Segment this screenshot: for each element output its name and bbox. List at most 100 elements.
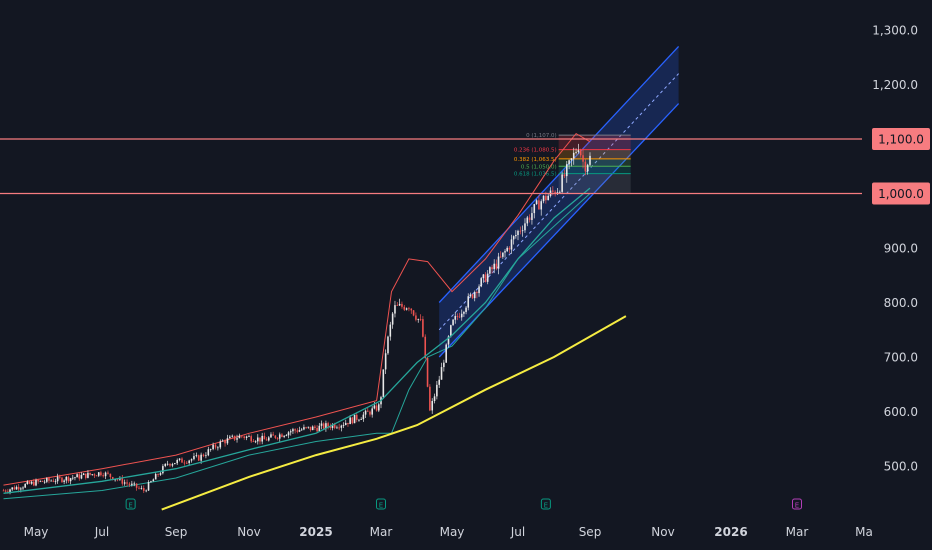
candle-body — [445, 344, 447, 363]
candle-body — [123, 482, 126, 484]
candle-body — [547, 195, 549, 201]
candle-body — [241, 435, 243, 437]
candle-body — [140, 488, 143, 489]
event-marker-letter: E — [544, 502, 548, 510]
candle-body — [37, 479, 39, 482]
candle-body — [128, 483, 131, 485]
earnings-event-marker[interactable]: E — [792, 498, 802, 510]
candle-body — [109, 473, 112, 478]
candle-body — [171, 464, 174, 466]
candle-body — [256, 437, 259, 442]
candle-body — [347, 422, 349, 425]
price-axis[interactable]: 1,300.0 1,200.0 900.0 800.0 700.0 600.0 500.0 — [872, 24, 918, 474]
candle-body — [396, 305, 399, 306]
candle-body — [133, 483, 136, 485]
event-marker-letter: E — [128, 502, 132, 510]
price-level-label[interactable]: 1,100.0 — [872, 128, 930, 150]
candle-body — [50, 480, 52, 482]
candle-body — [584, 161, 587, 172]
candle-body — [491, 267, 493, 270]
candle-body — [375, 405, 378, 411]
candle-body — [320, 423, 323, 426]
candle-body — [91, 474, 94, 476]
earnings-event-marker[interactable]: E — [540, 498, 551, 510]
candle-body — [570, 158, 573, 161]
fib-level-label: 0.618 (1,036.5) — [514, 172, 557, 178]
candle-body — [358, 419, 360, 421]
candle-body — [195, 455, 198, 457]
channel-upper-line — [438, 45, 680, 303]
candle-body — [417, 318, 420, 320]
price-level-text: 1,100.0 — [878, 133, 924, 147]
candle-body — [422, 319, 424, 337]
candle-body — [174, 463, 176, 465]
candle-body — [510, 239, 513, 250]
candle-body — [84, 473, 87, 478]
candle-body — [52, 480, 55, 482]
candle-body — [535, 200, 538, 205]
candle-body — [267, 437, 270, 441]
candle-body — [67, 476, 70, 482]
candle-body — [545, 195, 547, 201]
event-marker-box — [125, 498, 136, 510]
candle-body — [270, 434, 272, 438]
y-tick-label: 700.0 — [884, 351, 918, 365]
candle-body — [9, 489, 11, 492]
candle-body — [159, 473, 162, 475]
candle-body — [565, 164, 568, 177]
candle-body — [460, 313, 463, 318]
x-tick-label: Jul — [94, 525, 109, 539]
candle-body — [384, 353, 387, 370]
candle-body — [305, 427, 307, 428]
candle-body — [412, 310, 415, 316]
candle-body — [452, 319, 454, 326]
candle-body — [447, 336, 450, 345]
candle-body — [469, 294, 472, 297]
candle-body — [542, 195, 545, 202]
candle-body — [589, 155, 591, 165]
candle-body — [111, 477, 114, 480]
earnings-event-marker[interactable]: E — [125, 498, 136, 510]
y-tick-label: 600.0 — [884, 405, 918, 419]
candle-body — [486, 273, 489, 282]
candle-body — [131, 483, 133, 485]
candle-body — [93, 474, 96, 476]
candle-body — [344, 422, 347, 426]
candle-body — [89, 472, 91, 475]
time-axis[interactable]: May Jul Sep Nov 2025 Mar May Jul Sep Nov 2026 Mar Ma — [24, 525, 873, 539]
candle-body — [214, 444, 217, 448]
candle-body — [176, 459, 178, 464]
candle-body — [499, 256, 502, 258]
candle-body — [559, 191, 561, 193]
candle-body — [526, 217, 529, 224]
candle-body — [480, 278, 483, 287]
x-tick-label: 2026 — [714, 525, 747, 539]
candle-body — [169, 463, 171, 466]
candle-body — [333, 424, 336, 428]
candle-body — [135, 483, 138, 488]
candle-body — [322, 423, 325, 429]
candle-body — [104, 472, 107, 477]
candle-body — [314, 426, 316, 428]
candle-body — [197, 455, 200, 461]
price-level-label[interactable]: 1,000.0 — [872, 182, 930, 205]
earnings-event-marker[interactable]: E — [376, 498, 386, 510]
candle-body — [552, 190, 554, 192]
candle-body — [431, 401, 434, 411]
candle-body — [289, 431, 292, 433]
candle-body — [17, 486, 20, 490]
candle-body — [30, 481, 33, 484]
x-tick-label: Mar — [786, 525, 809, 539]
fib-zone — [558, 149, 631, 159]
price-level-text: 1,000.0 — [878, 187, 924, 201]
candle-body — [303, 427, 305, 430]
channel-mid-line — [438, 73, 679, 331]
horizontal-levels[interactable]: 1,100.0 1,000.0 — [0, 128, 930, 205]
candle-body — [521, 230, 524, 232]
candle-body — [473, 292, 476, 299]
candle-body — [254, 441, 257, 443]
candle-body — [493, 263, 495, 270]
event-marker-box — [376, 498, 386, 510]
